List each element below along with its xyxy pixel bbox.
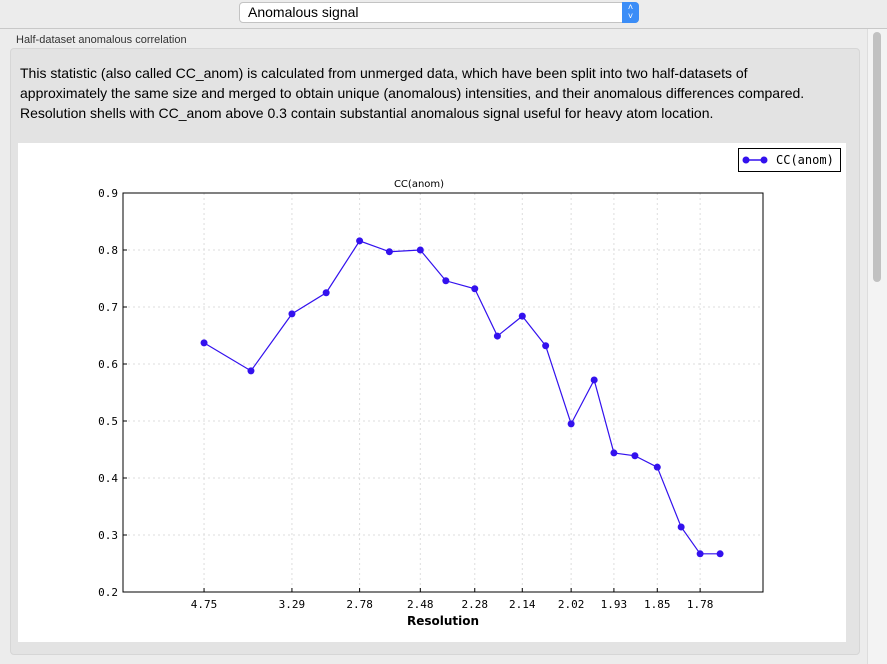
- data-point: [322, 289, 330, 297]
- chevron-up-down-icon[interactable]: ˄ ˅: [622, 2, 639, 23]
- y-tick-label: 0.7: [98, 301, 118, 314]
- y-tick-label: 0.2: [98, 586, 118, 599]
- data-point: [247, 367, 255, 375]
- x-tick-label: 1.85: [644, 598, 671, 611]
- x-tick-label: 4.75: [191, 598, 218, 611]
- data-point: [385, 248, 393, 256]
- chart-title: CC(anom): [394, 179, 444, 190]
- data-point: [610, 449, 618, 457]
- x-tick-label: 2.02: [558, 598, 585, 611]
- x-tick-label: 2.78: [346, 598, 373, 611]
- data-point: [542, 342, 550, 350]
- view-select-value: Anomalous signal: [248, 4, 359, 20]
- chart-container: CC(anom) Resolution 0.2 0.3 0.4 0.5 0.6 0.7 0.…: [18, 143, 846, 642]
- description-text: This statistic (also called CC_anom) is …: [20, 65, 805, 121]
- x-tick-label: 2.28: [462, 598, 489, 611]
- cc-anom-chart: CC(anom) Resolution 0.2 0.3 0.4 0.5 0.6 0.7 0.…: [98, 148, 841, 628]
- data-point: [590, 376, 598, 384]
- y-tick-label: 0.5: [98, 415, 118, 428]
- scrollbar-thumb[interactable]: [873, 32, 881, 282]
- x-tick-label: 1.78: [687, 598, 714, 611]
- y-tick-label: 0.6: [98, 358, 118, 371]
- data-point: [442, 277, 450, 285]
- data-point: [518, 312, 526, 320]
- data-point: [356, 237, 364, 245]
- data-point: [631, 452, 639, 460]
- data-point: [653, 463, 661, 471]
- y-tick-label: 0.9: [98, 187, 118, 200]
- data-point: [493, 332, 501, 340]
- legend-label: CC(anom): [776, 153, 834, 167]
- x-tick-label: 2.14: [509, 598, 536, 611]
- data-point: [416, 246, 424, 254]
- legend-marker: [742, 156, 750, 164]
- data-point: [288, 310, 296, 318]
- y-tick-label: 0.4: [98, 472, 118, 485]
- plot-area: [122, 192, 764, 593]
- series-line: [203, 240, 721, 555]
- vertical-scrollbar[interactable]: [867, 29, 887, 664]
- data-point: [677, 523, 685, 531]
- x-tick-label: 1.93: [601, 598, 628, 611]
- x-tick-label: 2.48: [407, 598, 434, 611]
- toolbar: Anomalous signal ˄ ˅: [0, 0, 887, 29]
- group-title: Half-dataset anomalous correlation: [16, 34, 187, 46]
- data-point: [716, 550, 724, 558]
- data-point: [200, 339, 208, 347]
- x-tick-label: 3.29: [279, 598, 306, 611]
- y-tick-label: 0.3: [98, 529, 118, 542]
- legend: CC(anom): [738, 148, 841, 172]
- data-point: [567, 420, 575, 428]
- data-point: [471, 285, 479, 293]
- y-tick-label: 0.8: [98, 244, 118, 257]
- data-point: [696, 550, 704, 558]
- x-axis-label: Resolution: [407, 614, 479, 628]
- view-select[interactable]: Anomalous signal ˄ ˅: [239, 2, 639, 23]
- legend-marker: [760, 156, 768, 164]
